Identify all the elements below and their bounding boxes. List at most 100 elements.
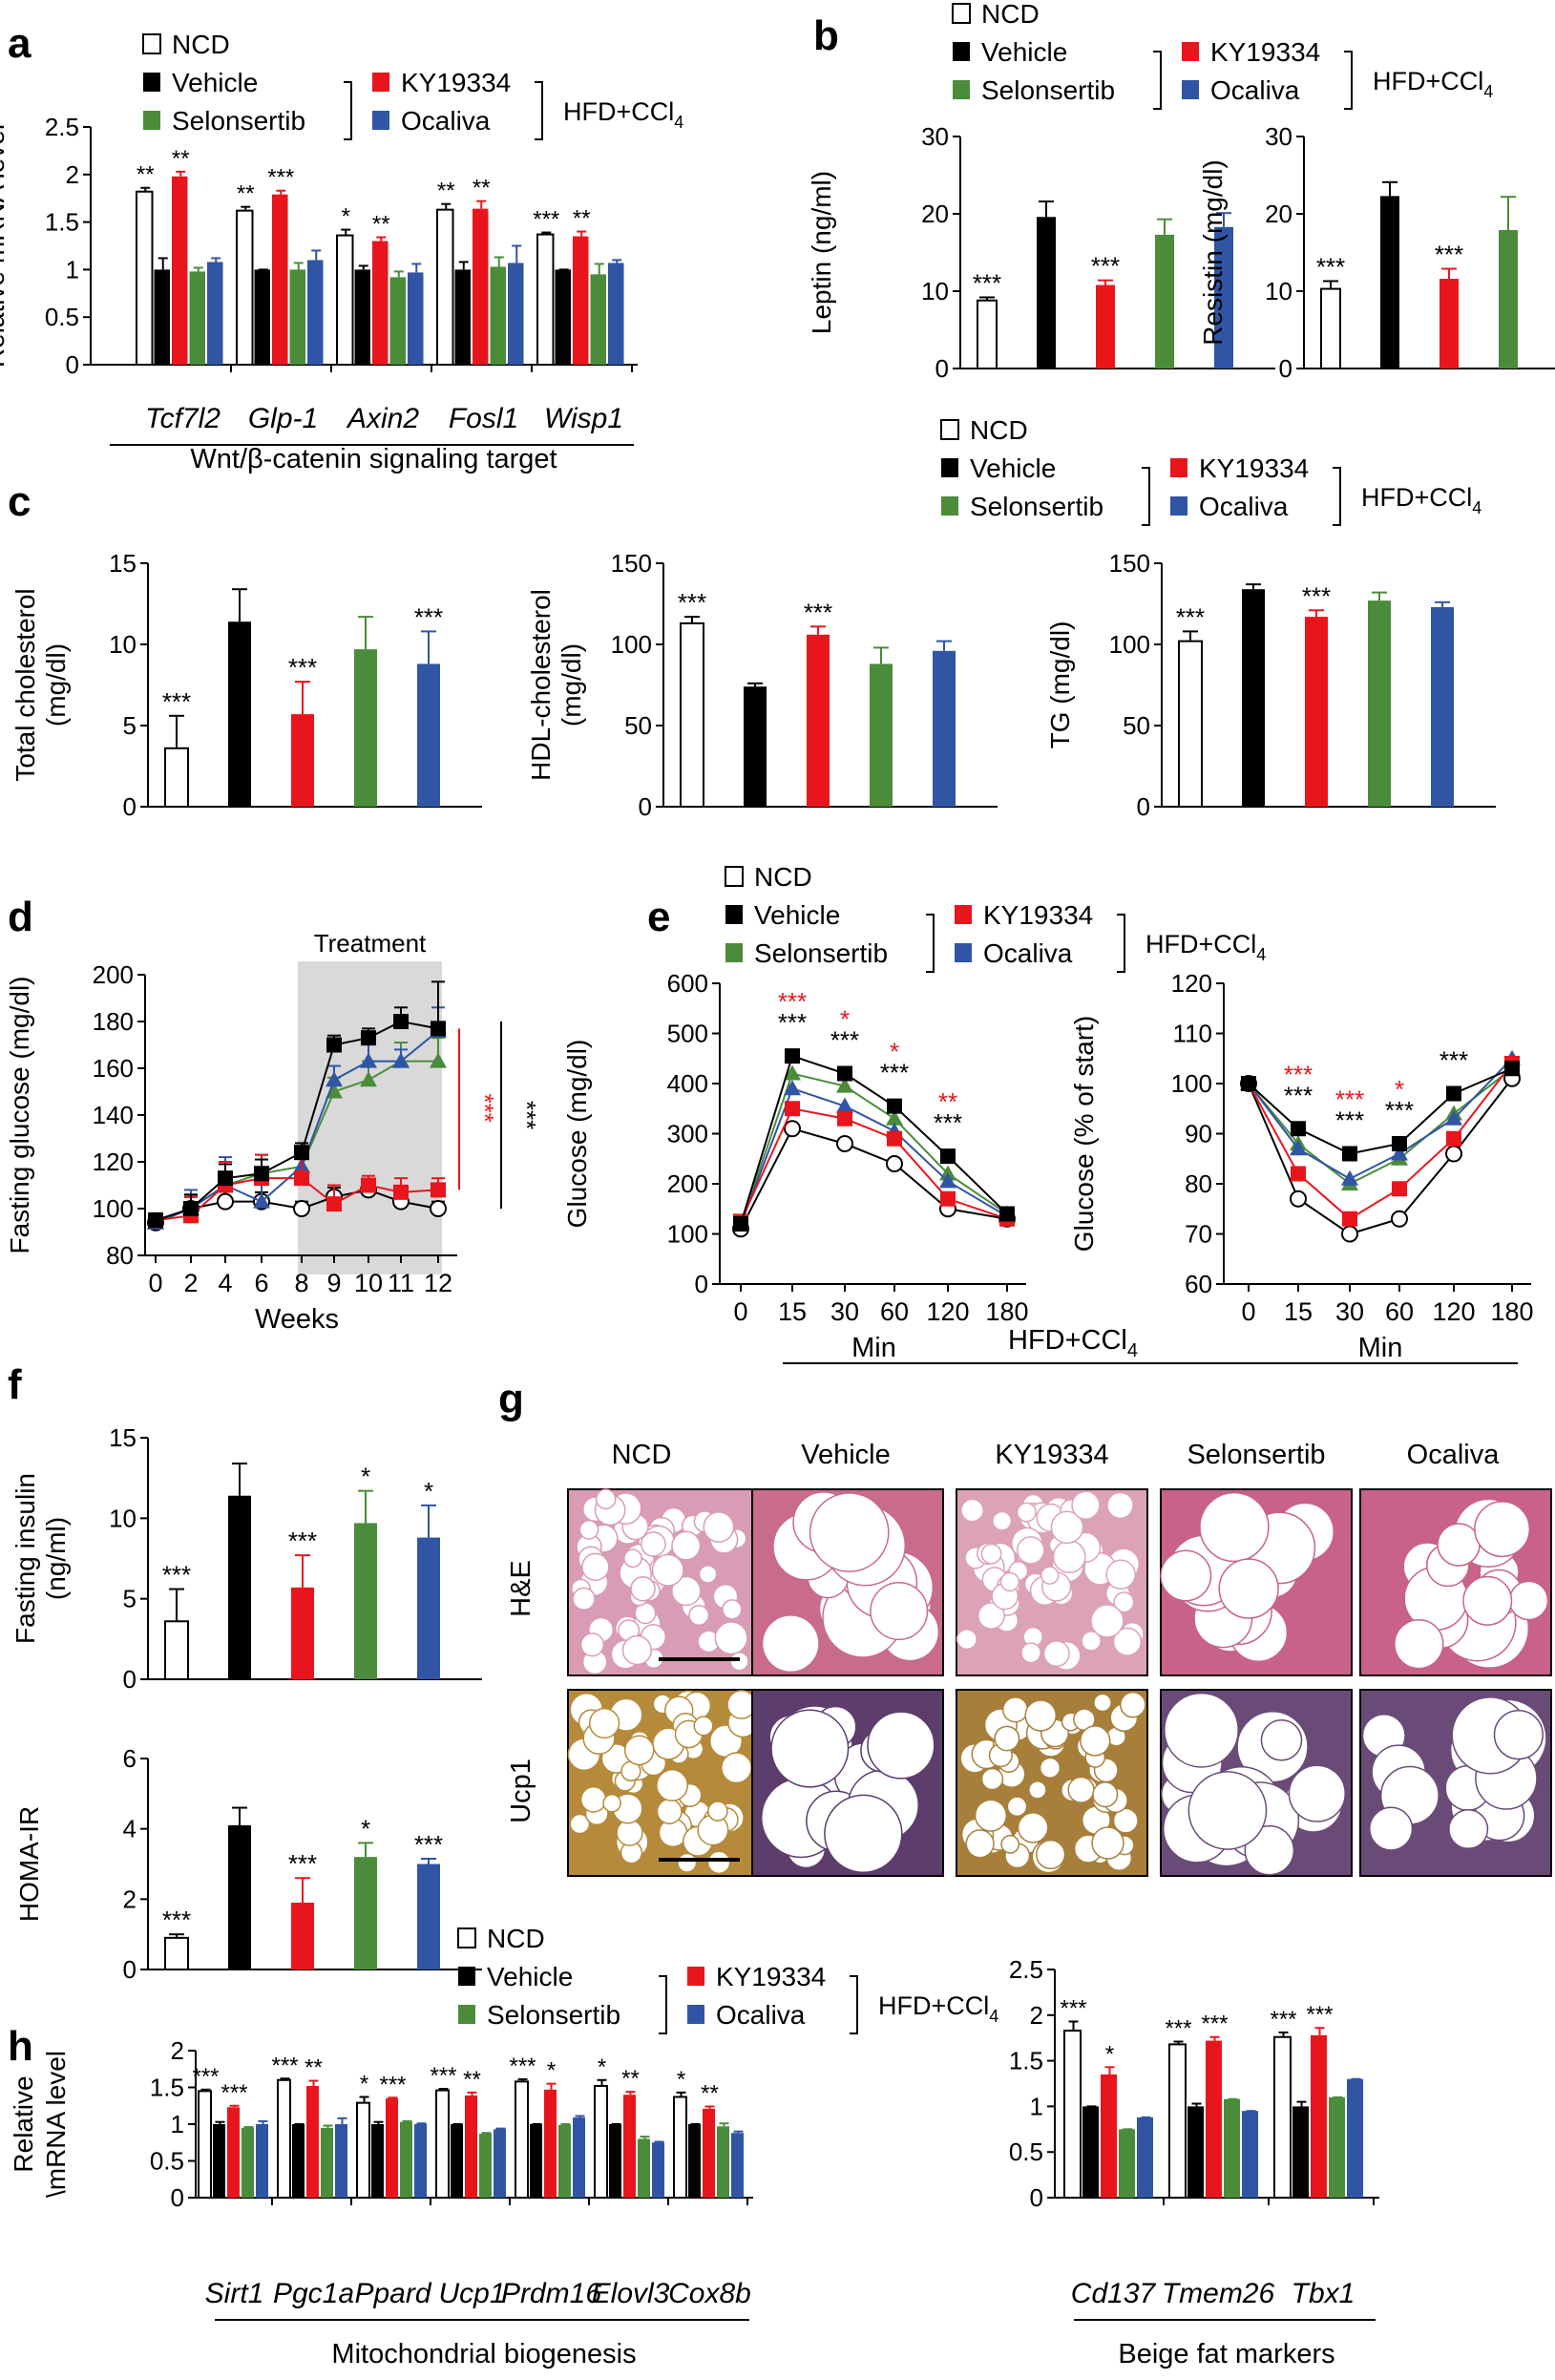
h2-bar (1187, 2106, 1204, 2198)
e1-marker-vehicle (733, 1216, 748, 1232)
e2-marker-ky19334 (1291, 1166, 1306, 1182)
f2-bar-selonsertib (354, 1857, 377, 1969)
d-marker-ky19334 (361, 1177, 376, 1193)
a-y-tick-label: 0.5 (45, 303, 79, 331)
adipocyte (714, 1621, 748, 1655)
h1-bar (400, 2121, 412, 2198)
d-marker-ncd (293, 1200, 310, 1217)
b2-bar-vehicle (1380, 196, 1399, 369)
d-marker-ncd (217, 1192, 234, 1211)
h1-bar (558, 2124, 571, 2198)
e1-marker-ky19334 (940, 1190, 956, 1207)
legend-label-ocaliva: Ocaliva (1210, 75, 1300, 105)
c2-y-tick-label: 0 (639, 792, 652, 821)
a-bar (354, 269, 370, 365)
h1-y-axis-label: Relative \mRNA level (9, 2051, 71, 2198)
adipocyte (1164, 1692, 1239, 1768)
h1-significance: ** (305, 2055, 323, 2081)
b2-bar-ky19334 (1439, 279, 1459, 369)
histology-image-he-selonsertib (1160, 1488, 1353, 1676)
e2-marker-ocaliva (1445, 1109, 1462, 1126)
h2-y-tick-label: 2.5 (1009, 1955, 1043, 1984)
b2-bar-selonsertib (1499, 230, 1518, 369)
adipocyte (1508, 1580, 1549, 1621)
d-marker-ocaliva (392, 1052, 410, 1068)
d-marker-ky19334 (294, 1170, 309, 1187)
b2-y-tick-label: 0 (1279, 354, 1292, 383)
legend-label-selonsertib: Selonsertib (970, 492, 1103, 521)
b2-significance: *** (1435, 241, 1463, 269)
legend-swatch-ncd (940, 419, 959, 440)
f2-significance: *** (288, 1849, 317, 1878)
a-bar (272, 194, 288, 365)
e2-x-tick-label: 60 (1385, 1297, 1414, 1326)
legend-label-ncd: NCD (172, 30, 230, 59)
c1-bar-vehicle (228, 621, 251, 807)
panel-label-g: g (498, 1376, 524, 1422)
legend-label-ky19334: KY19334 (401, 68, 511, 97)
h1-bar (227, 2107, 240, 2198)
f2-bar-ky19334 (291, 1903, 314, 1969)
a-bar (536, 233, 555, 366)
e1-y-tick-label: 600 (667, 969, 708, 998)
adipocyte (1260, 1719, 1303, 1761)
legend-label-ncd: NCD (754, 862, 812, 892)
f1-y-axis-label-line: Fasting insulin (11, 1473, 40, 1644)
f1-significance: * (361, 1463, 370, 1491)
adipocyte (965, 1829, 995, 1859)
e2-marker-ncd (1445, 1145, 1462, 1163)
h1-bar (371, 2124, 384, 2198)
c3-bar-ocaliva (1431, 606, 1454, 807)
f2-y-tick-label: 2 (123, 1885, 137, 1913)
h1-bar (609, 2124, 621, 2198)
adipocyte (824, 1794, 903, 1874)
f2-significance: * (361, 1814, 370, 1843)
c1-y-tick-label: 0 (123, 792, 137, 821)
h1-significance: *** (192, 2064, 219, 2090)
adipocyte (1462, 1575, 1513, 1626)
e1-marker-vehicle (940, 1148, 956, 1165)
legend-swatch-vehicle (143, 73, 160, 92)
c1-significance: *** (414, 602, 443, 631)
e1-x-axis-label: Min (851, 1333, 896, 1363)
h2-bar (1082, 2106, 1099, 2198)
b2-bar-ncd (1320, 287, 1341, 370)
histology-row-he: H&E (506, 1560, 536, 1617)
d-marker-vehicle (148, 1212, 163, 1229)
h2-significance: * (1105, 2041, 1114, 2067)
h1-bar (731, 2133, 744, 2198)
chart-a: 00.511.522.5****Tcf7l2*****Glp-1* **Axin2… (0, 113, 638, 474)
h1-bar (356, 2101, 370, 2199)
adipocyte (1120, 1691, 1146, 1718)
legend-swatch-ky19334 (955, 905, 972, 924)
h1-category-label: Ucp1 (438, 2278, 505, 2309)
legend-hfd-label: HFD+CCl4 (1361, 483, 1481, 517)
d-marker-ky19334 (393, 1184, 409, 1200)
e2-line-ncd (1248, 1078, 1513, 1235)
adipocyte (1106, 1491, 1134, 1520)
d-x-tick-label: 2 (183, 1269, 198, 1297)
adipocyte (1006, 1796, 1028, 1818)
b1-y-tick-label: 20 (921, 200, 949, 228)
h1-bar (256, 2124, 268, 2198)
legend-swatch-selonsertib (725, 943, 743, 962)
a-category-label: Tcf7l2 (145, 403, 221, 434)
h1-significance: ** (621, 2066, 640, 2092)
a-bar (389, 277, 406, 365)
legend-hfd-sub: 4 (1472, 498, 1481, 517)
f2-significance: *** (414, 1830, 443, 1859)
b1-y-tick-label: 30 (921, 122, 949, 151)
h2-bar (1137, 2117, 1153, 2198)
adipocyte (809, 1492, 890, 1572)
h1-bar (688, 2124, 701, 2198)
adipocyte (641, 1531, 666, 1557)
adipocyte (1016, 1502, 1037, 1523)
legend-label-selonsertib: Selonsertib (754, 938, 888, 968)
c3-bar-ky19334 (1305, 617, 1328, 807)
h1-y-tick-label: 1.5 (150, 2074, 184, 2102)
e1-y-tick-label: 500 (667, 1020, 708, 1048)
d-y-tick-label: 140 (93, 1101, 134, 1129)
histology-image-ucp1-vehicle (751, 1689, 944, 1877)
h1-bar (594, 2084, 608, 2199)
d-marker-vehicle (254, 1166, 269, 1182)
